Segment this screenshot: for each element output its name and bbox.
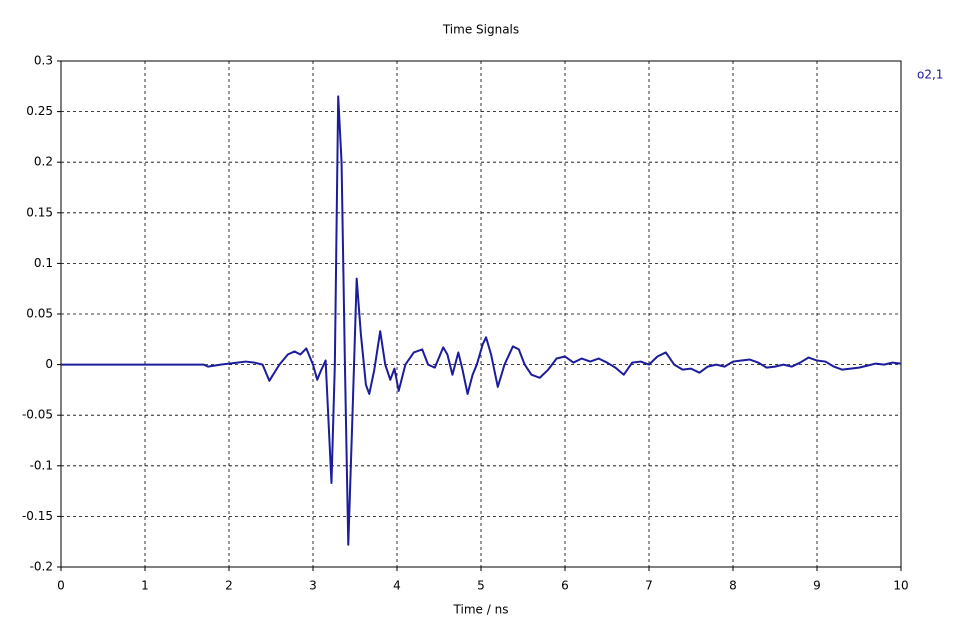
y-tick-label: 0.3 [34,54,53,68]
x-tick-label: 10 [893,579,908,593]
x-tick-label: 8 [729,579,737,593]
y-tick-label: 0 [45,357,53,371]
y-tick-label: -0.05 [22,408,53,422]
x-tick-label: 4 [393,579,401,593]
legend-label: o2,1 [917,68,943,82]
x-tick-label: 0 [57,579,65,593]
x-axis-label: Time / ns [453,603,509,617]
x-tick-label: 2 [225,579,233,593]
y-tick-label: -0.2 [30,560,53,574]
y-tick-label: 0.2 [34,155,53,169]
y-tick-label: -0.1 [30,458,53,472]
series-line [61,95,902,546]
y-tick-label: 0.15 [26,205,53,219]
y-tick-label: 0.25 [26,104,53,118]
y-tick-label: 0.05 [26,307,53,321]
x-tick-label: 5 [477,579,485,593]
x-tick-label: 6 [561,579,569,593]
x-tick-label: 7 [645,579,653,593]
y-tick-label: -0.15 [22,509,53,523]
y-tick-label: 0.1 [34,256,53,270]
x-tick-label: 3 [309,579,317,593]
chart-title: Time Signals [442,23,519,37]
x-tick-label: 1 [141,579,149,593]
x-tick-label: 9 [813,579,821,593]
